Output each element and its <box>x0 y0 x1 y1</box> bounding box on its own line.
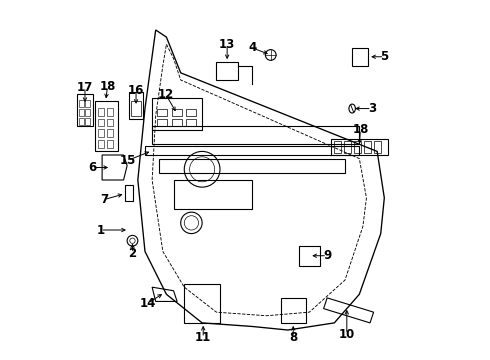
Bar <box>152 98 202 130</box>
Text: 16: 16 <box>128 84 144 97</box>
Bar <box>334 141 342 153</box>
Bar <box>157 109 168 116</box>
Bar <box>364 141 371 153</box>
Bar <box>107 118 113 126</box>
Text: 11: 11 <box>195 332 211 345</box>
Bar <box>98 108 104 116</box>
Bar <box>217 62 238 80</box>
Bar <box>125 185 133 202</box>
Bar <box>172 109 182 116</box>
Bar <box>98 140 104 148</box>
Text: 17: 17 <box>77 81 93 94</box>
Text: 3: 3 <box>368 102 376 115</box>
Text: 8: 8 <box>289 331 297 344</box>
Bar <box>343 141 351 153</box>
Bar <box>107 108 113 116</box>
Bar <box>184 284 220 323</box>
Text: 18: 18 <box>99 80 116 93</box>
Text: 15: 15 <box>120 154 136 167</box>
Bar <box>186 119 196 126</box>
Bar <box>373 141 381 153</box>
Bar <box>159 158 345 173</box>
Bar <box>152 126 359 144</box>
Bar <box>85 100 90 107</box>
Bar <box>95 102 118 152</box>
Text: 7: 7 <box>100 193 108 206</box>
Bar <box>98 118 104 126</box>
Text: 6: 6 <box>88 161 96 174</box>
Text: 13: 13 <box>219 39 235 51</box>
Bar <box>354 141 362 153</box>
Bar <box>98 129 104 137</box>
Text: 5: 5 <box>380 50 389 63</box>
Bar <box>79 118 84 125</box>
Bar <box>157 119 168 126</box>
Bar <box>281 298 306 323</box>
Bar <box>352 48 368 66</box>
Text: 18: 18 <box>352 123 368 136</box>
Bar <box>85 109 90 116</box>
Bar <box>77 94 93 126</box>
Bar <box>331 139 388 155</box>
Bar <box>107 129 113 137</box>
Bar <box>79 100 84 107</box>
Bar <box>85 118 90 125</box>
Bar <box>145 146 359 155</box>
Bar <box>129 93 143 119</box>
Bar <box>298 246 320 266</box>
Bar <box>186 109 196 116</box>
Text: 9: 9 <box>323 249 331 262</box>
Bar <box>173 180 252 208</box>
Text: 14: 14 <box>140 297 156 310</box>
Bar <box>172 119 182 126</box>
Text: 4: 4 <box>248 41 256 54</box>
Bar <box>107 140 113 148</box>
Text: 2: 2 <box>128 247 137 260</box>
Text: 1: 1 <box>96 224 104 237</box>
Bar <box>79 109 84 116</box>
Text: 12: 12 <box>158 88 174 101</box>
Text: 10: 10 <box>339 328 355 341</box>
Bar <box>131 102 141 116</box>
